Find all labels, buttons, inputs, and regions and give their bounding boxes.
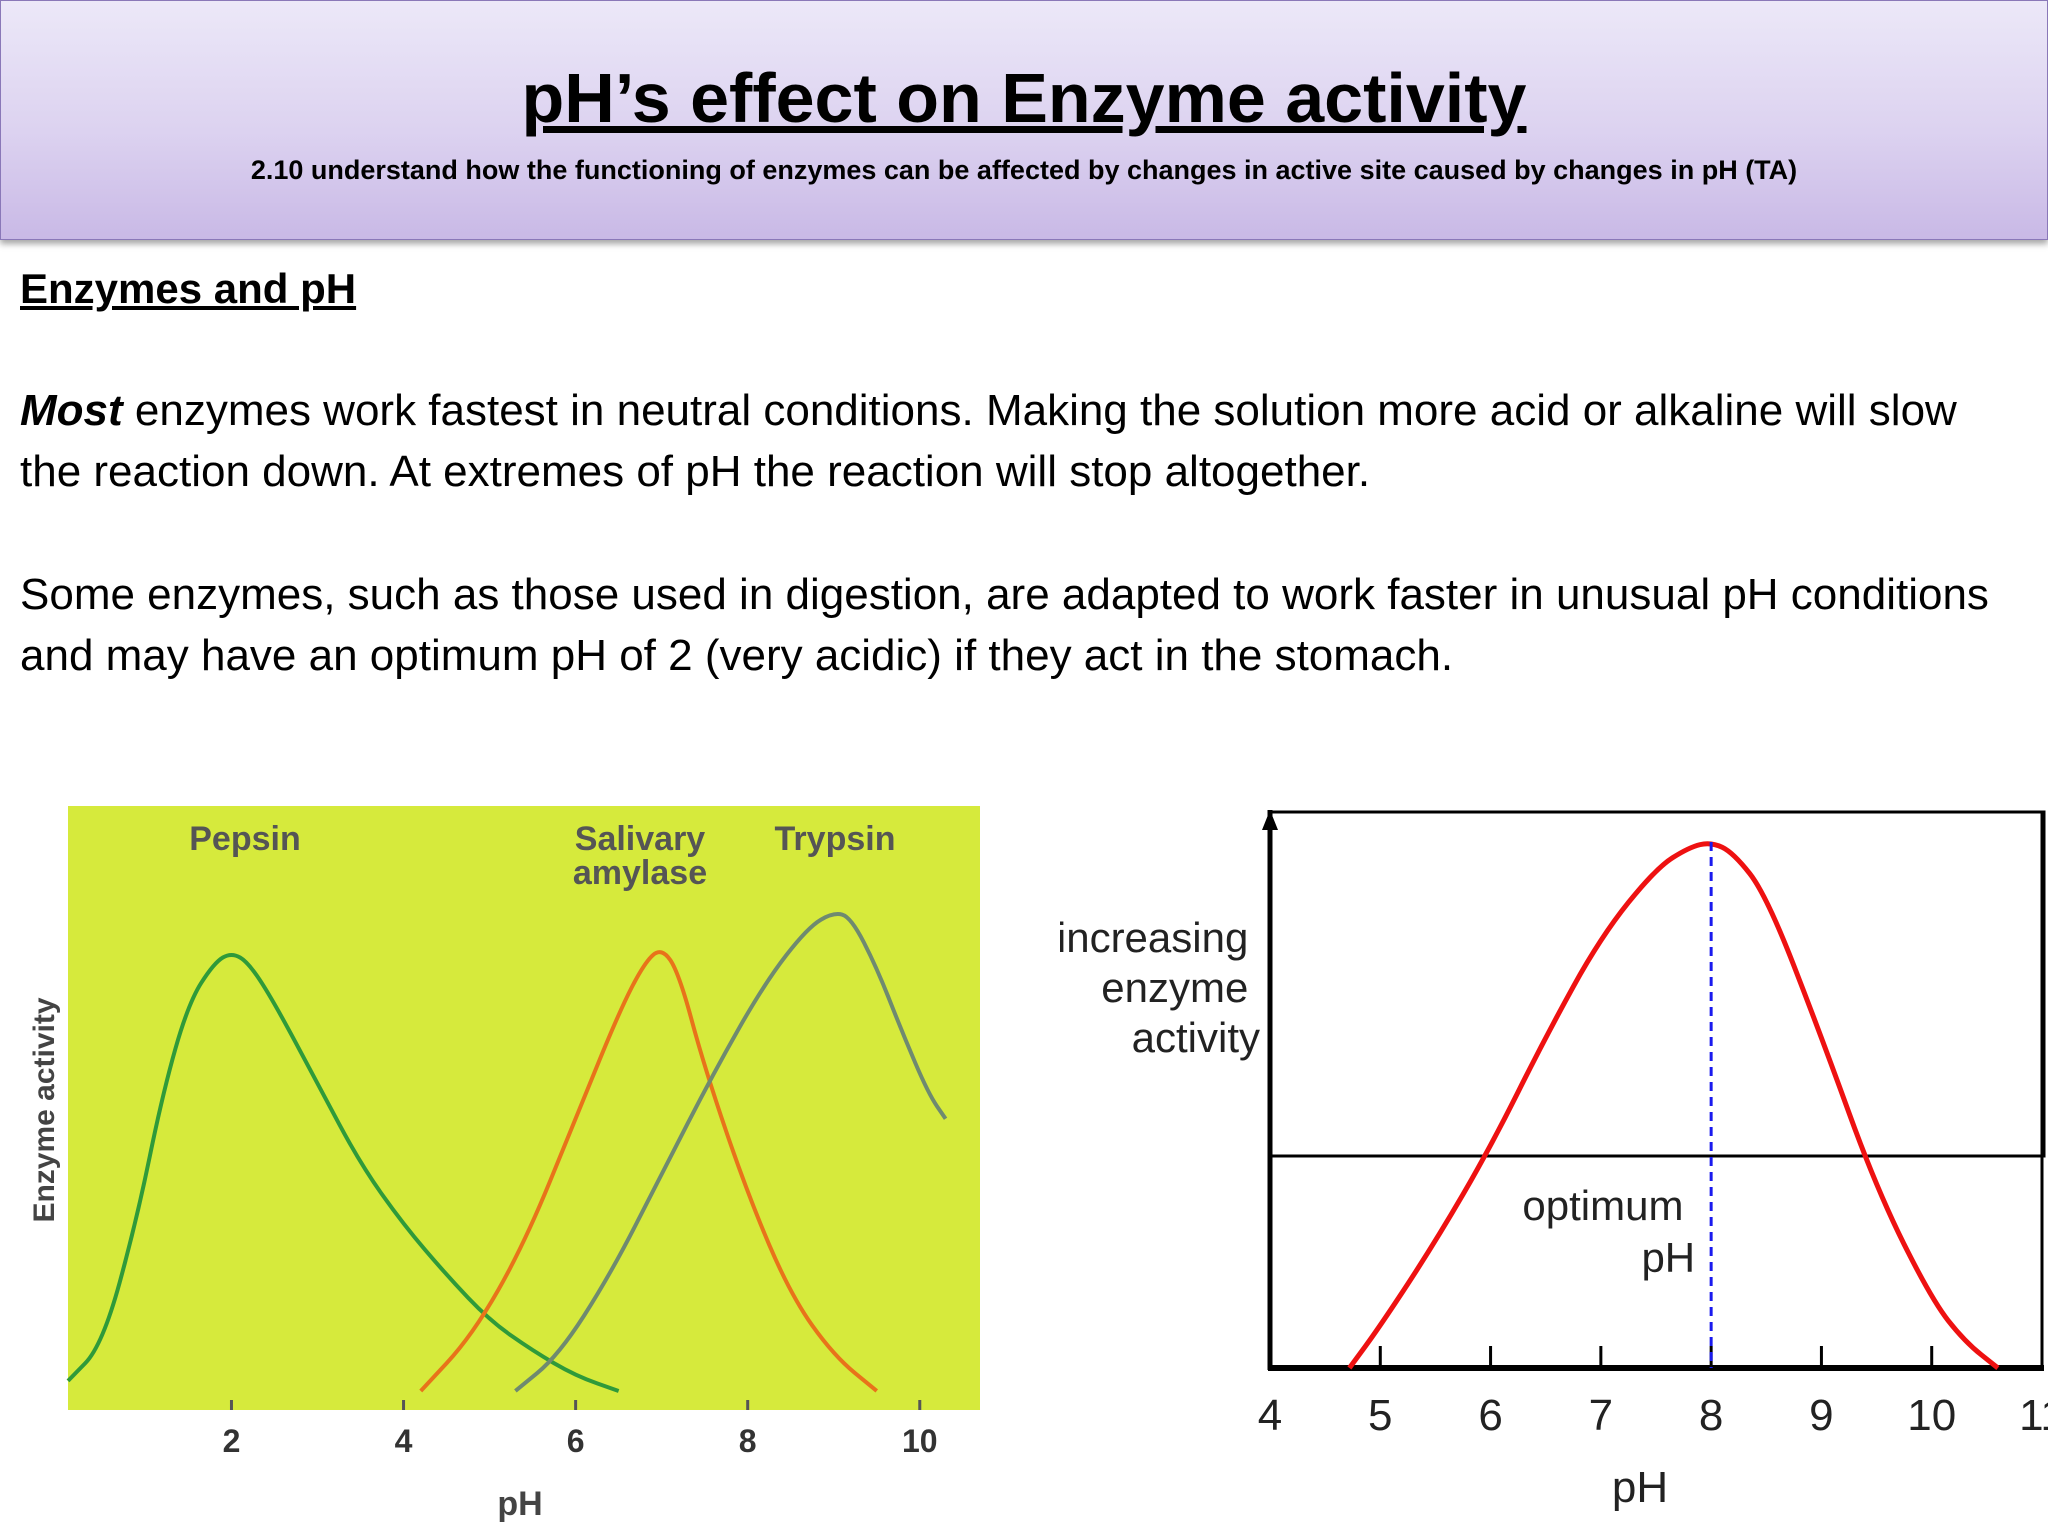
- paragraph-text: enzymes work fastest in neutral conditio…: [20, 386, 1957, 496]
- chart-frame: [1268, 810, 2046, 1158]
- y-axis-label: increasing enzyme activity: [1060, 914, 1260, 1061]
- series-line-activity: [1347, 841, 2000, 1370]
- x-tick-label: 10: [1907, 1391, 1956, 1440]
- optimum-ph-annotation: optimum pH: [1522, 1182, 1695, 1281]
- y-axis-arrow: [1262, 810, 1278, 830]
- annotation-line-1: optimum: [1522, 1182, 1683, 1229]
- series-label-line: Salivary: [575, 820, 706, 858]
- x-axis-label: pH: [497, 1485, 542, 1523]
- series-label-trypsin: Trypsin: [775, 820, 896, 858]
- paragraph-digestive-enzymes: Some enzymes, such as those used in dige…: [20, 570, 1989, 680]
- x-tick-label: 6: [567, 1423, 585, 1459]
- series-label-line: amylase: [573, 854, 707, 892]
- y-axis-label: Enzyme activity: [28, 997, 61, 1222]
- series-line-trypsin: [514, 912, 948, 1393]
- series-label-pepsin: Pepsin: [189, 820, 300, 858]
- paragraph-lead-word: Most: [20, 386, 123, 435]
- page-title: pH’s effect on Enzyme activity: [521, 59, 1527, 137]
- y-axis-label-line-3: activity: [1132, 1014, 1260, 1061]
- x-tick-label: 5: [1368, 1391, 1392, 1440]
- series-label-salivary-amylase: Salivary amylase: [573, 820, 707, 892]
- y-axis-label-line-2: enzyme: [1101, 964, 1248, 1011]
- y-axis-label-line-1: increasing: [1060, 914, 1248, 961]
- x-tick-label: 6: [1478, 1391, 1502, 1440]
- x-tick-label: 9: [1809, 1391, 1833, 1440]
- series-line-salivary-amylase: [419, 950, 879, 1393]
- page-subtitle: 2.10 understand how the functioning of e…: [250, 155, 1798, 185]
- x-tick-label: 10: [902, 1423, 938, 1459]
- x-tick-label: 7: [1589, 1391, 1613, 1440]
- x-tick-label: 8: [1699, 1391, 1723, 1440]
- x-axis-label: pH: [1612, 1463, 1668, 1512]
- annotation-line-2: pH: [1641, 1234, 1695, 1281]
- enzyme-ph-curves-chart: 2 4 6 8 10 Pepsin Salivary amylase Trypsin pH E…: [28, 806, 980, 1523]
- paragraph-neutral-conditions: Most enzymes work fastest in neutral con…: [20, 380, 2020, 502]
- section-heading: Enzymes and pH: [20, 265, 357, 312]
- optimum-ph-chart: 4 5 6 7 8 9 10 11 increasing enzyme activity op…: [1060, 810, 2048, 1512]
- series-line-pepsin: [66, 953, 620, 1393]
- x-tick-label: 4: [395, 1423, 413, 1459]
- slide-header: pH’s effect on Enzyme activity 2.10 unde…: [0, 0, 2048, 240]
- x-tick-label: 8: [739, 1423, 757, 1459]
- x-tick-label: 11: [2019, 1391, 2048, 1440]
- x-tick-label: 2: [223, 1423, 241, 1459]
- chart-plot-background: [68, 806, 980, 1410]
- x-tick-label: 4: [1258, 1391, 1282, 1440]
